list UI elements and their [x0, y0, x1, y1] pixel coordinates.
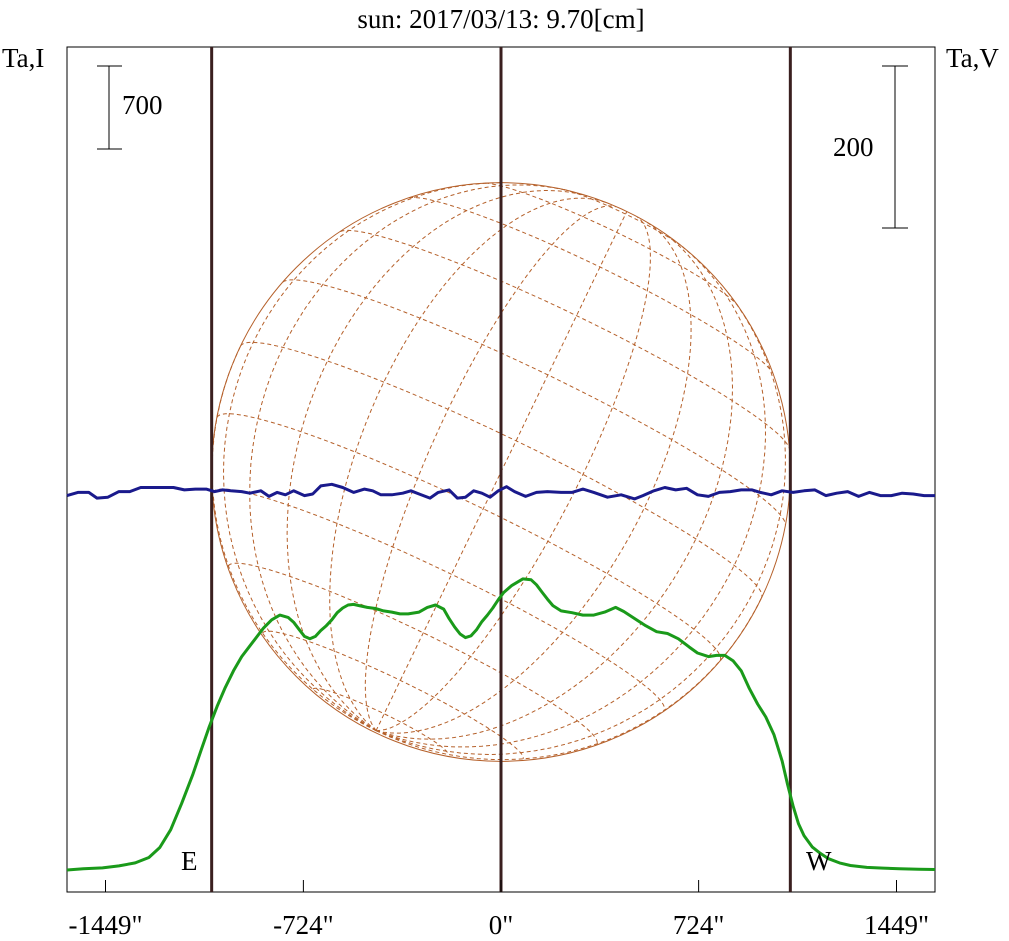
longitude-line: [286, 189, 588, 732]
longitude-line: [375, 597, 762, 761]
left-axis-label: Ta,I: [2, 43, 44, 73]
latitude-line: [212, 488, 666, 711]
longitude-line: [375, 245, 767, 748]
longitude-line: [329, 197, 607, 732]
x-axis-ticks: -1449" -724" 0" 724" 1449": [68, 880, 929, 940]
longitude-line: [376, 216, 651, 732]
x-tick-label: -1449": [68, 910, 142, 940]
longitude-line: [211, 345, 377, 732]
x-tick-label: 724": [673, 910, 725, 940]
longitude-line: [364, 205, 617, 731]
left-scale-bar: 700: [97, 65, 163, 150]
longitude-line: [375, 211, 628, 731]
longitude-line: [376, 221, 692, 734]
right-axis-label: Ta,V: [946, 43, 999, 73]
latitude-line: [409, 196, 774, 374]
x-tick-label: -724": [273, 910, 334, 940]
latitude-line: [240, 341, 763, 599]
chart-title: sun: 2017/03/13: 9.70[cm]: [357, 4, 644, 34]
latitude-line: [340, 229, 790, 449]
limb-lines: [210, 47, 792, 892]
right-scale-value: 200: [833, 132, 874, 162]
latitude-line: [228, 562, 598, 745]
longitude-line: [375, 232, 734, 740]
longitude-line: [249, 184, 566, 732]
east-limb-label: E: [181, 846, 198, 876]
left-scale-value: 700: [122, 90, 163, 120]
latitude-line: [216, 413, 722, 661]
west-limb-label: W: [806, 846, 832, 876]
latitude-line: [262, 630, 524, 760]
x-tick-label: 0": [489, 910, 514, 940]
x-tick-label: 1449": [864, 910, 929, 940]
stokes-i-line: [66, 577, 936, 872]
stokes-v-line: [66, 482, 935, 501]
longitude-line: [375, 292, 786, 756]
right-scale-bar: 200: [833, 65, 908, 229]
longitude-line: [222, 182, 500, 732]
solar-disk: [211, 182, 791, 762]
